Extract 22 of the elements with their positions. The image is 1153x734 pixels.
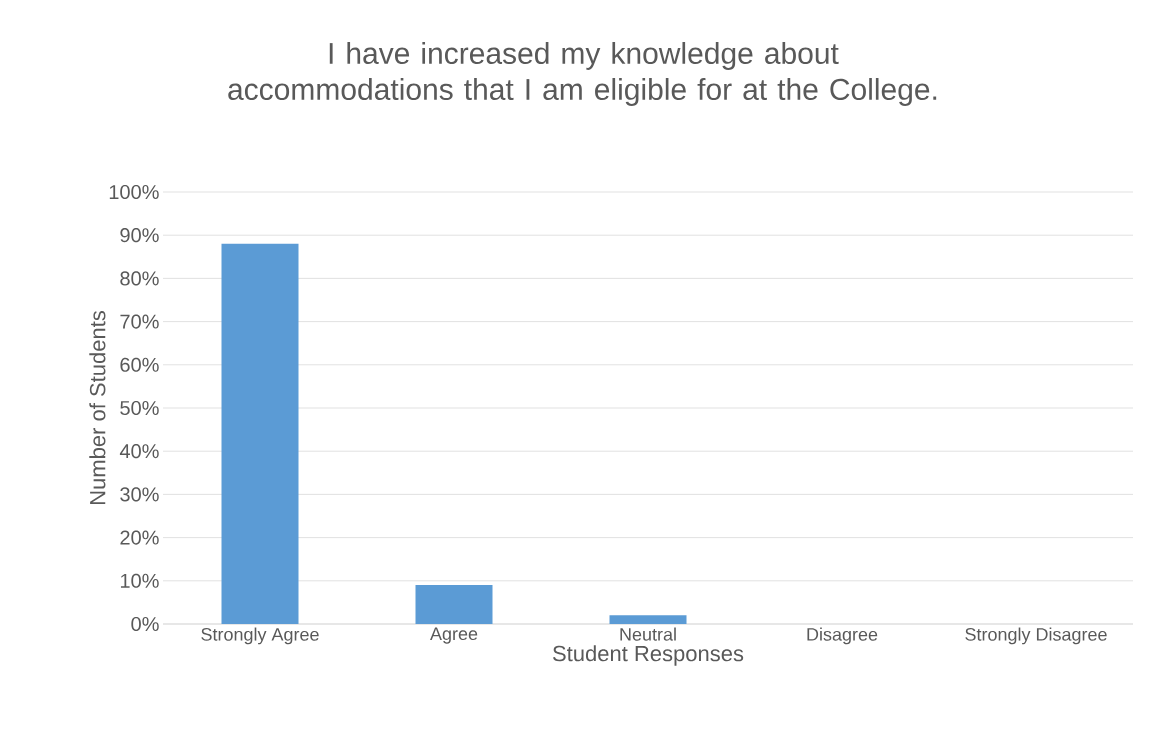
y-axis-title: Number of Students xyxy=(89,310,106,505)
chart-title: I have increased my knowledge about accommodations that I am eligible for at the College. xyxy=(228,42,937,106)
x-tick-label: Strongly Disagree xyxy=(965,627,1107,645)
x-tick-label: Agree xyxy=(430,627,478,644)
y-tick-label: 80% xyxy=(120,271,159,286)
x-tick-label: Neutral xyxy=(620,627,676,641)
y-tick-label: 20% xyxy=(120,530,159,545)
y-tick-label: 40% xyxy=(119,444,159,459)
x-axis-title: Student Responses xyxy=(553,645,744,666)
x-tick-label: Disagree xyxy=(807,627,878,645)
y-tick-label: 50% xyxy=(120,400,159,416)
y-tick-label: 90% xyxy=(120,228,159,243)
bar xyxy=(609,615,687,624)
y-tick-label: 10% xyxy=(120,573,159,588)
y-tick-label: 60% xyxy=(120,357,159,372)
y-tick-label: 100% xyxy=(109,184,159,200)
y-tick-label: 30% xyxy=(120,487,159,502)
x-tick-label: Strongly Agree xyxy=(201,627,319,645)
bar xyxy=(415,585,493,624)
y-tick-label: 0% xyxy=(131,616,159,632)
y-tick-label: 70% xyxy=(120,314,159,329)
bar xyxy=(221,243,299,624)
